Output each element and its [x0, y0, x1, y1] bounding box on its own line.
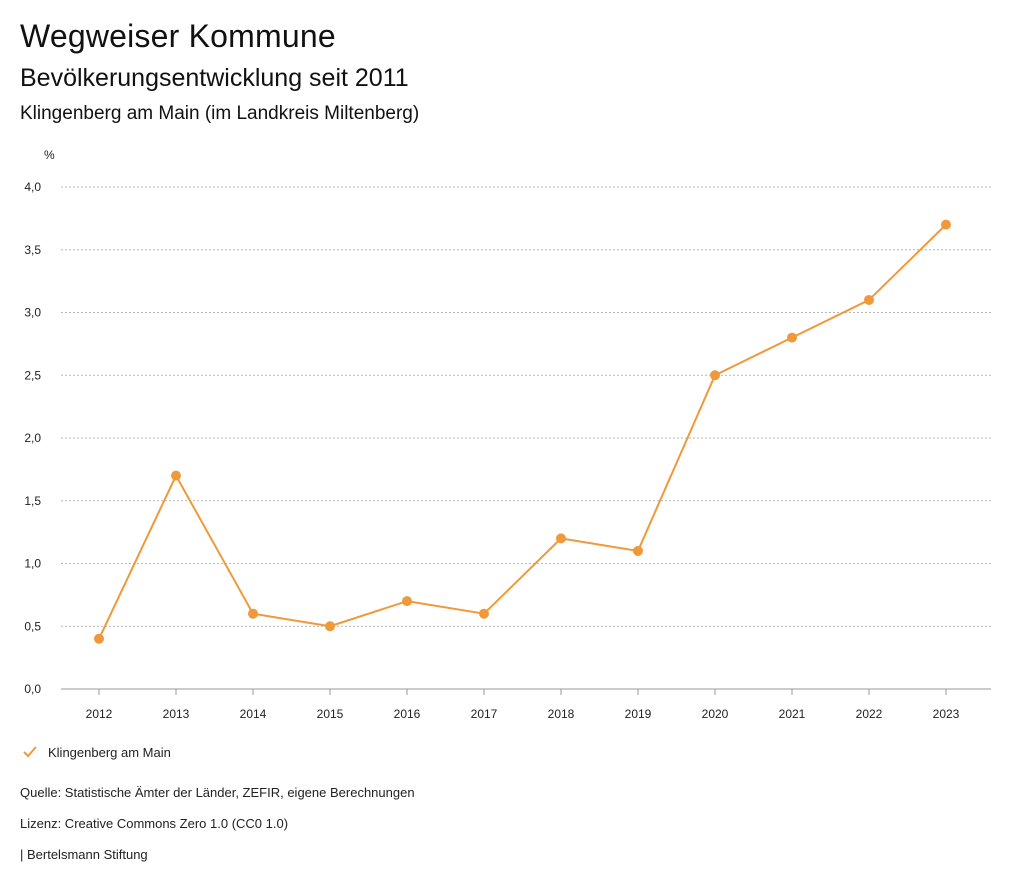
data-point[interactable] — [325, 621, 335, 632]
y-axis-unit-label: % — [44, 148, 55, 162]
x-tick-label: 2023 — [933, 707, 960, 721]
x-tick-label: 2016 — [394, 707, 421, 721]
data-point[interactable] — [710, 370, 720, 381]
data-point[interactable] — [941, 219, 951, 230]
x-tick-label: 2018 — [548, 707, 575, 721]
data-point[interactable] — [864, 294, 874, 305]
data-point[interactable] — [94, 633, 104, 644]
data-point[interactable] — [248, 608, 258, 619]
page-title: Wegweiser Kommune — [20, 18, 336, 54]
y-tick-label: 0,0 — [24, 682, 41, 696]
data-point[interactable] — [171, 470, 181, 481]
x-tick-label: 2015 — [317, 707, 344, 721]
y-tick-label: 2,0 — [24, 431, 41, 445]
y-tick-label: 3,5 — [24, 243, 41, 257]
x-tick-label: 2020 — [702, 707, 729, 721]
chart-subtitle: Bevölkerungsentwicklung seit 2011 — [20, 64, 409, 92]
x-tick-label: 2017 — [471, 707, 498, 721]
data-point[interactable] — [402, 596, 412, 607]
region-title: Klingenberg am Main (im Landkreis Milten… — [20, 103, 420, 124]
x-axis: 2012 2013 2014 2015 2016 2017 2018 2019 2020 2021… — [86, 689, 960, 721]
source-note: Quelle: Statistische Ämter der Länder, Z… — [20, 785, 415, 800]
data-point[interactable] — [633, 545, 643, 556]
check-icon — [23, 746, 37, 758]
x-tick-label: 2012 — [86, 707, 113, 721]
data-point[interactable] — [479, 608, 489, 619]
y-tick-label: 1,5 — [24, 494, 41, 508]
x-tick-label: 2019 — [625, 707, 652, 721]
data-point[interactable] — [787, 332, 797, 343]
grid-lines — [61, 186, 991, 690]
publisher-note: | Bertelsmann Stiftung — [20, 847, 148, 862]
y-tick-label: 4,0 — [24, 180, 41, 194]
legend[interactable]: Klingenberg am Main — [22, 744, 171, 760]
y-tick-label: 3,0 — [24, 306, 41, 320]
data-point[interactable] — [556, 533, 566, 544]
series-layer — [94, 219, 951, 644]
y-tick-label: 1,0 — [24, 557, 41, 571]
y-tick-label: 0,5 — [24, 619, 41, 633]
legend-item-label: Klingenberg am Main — [48, 744, 171, 760]
y-axis: 0,0 0,5 1,0 1,5 2,0 2,5 3,0 3,5 4,0 — [24, 180, 41, 696]
license-note: Lizenz: Creative Commons Zero 1.0 (CC0 1… — [20, 816, 289, 831]
y-tick-label: 2,5 — [24, 368, 41, 382]
x-tick-label: 2022 — [856, 707, 883, 721]
x-tick-label: 2013 — [163, 707, 190, 721]
x-tick-label: 2014 — [240, 707, 267, 721]
x-tick-label: 2021 — [779, 707, 806, 721]
series-line — [98, 223, 947, 640]
